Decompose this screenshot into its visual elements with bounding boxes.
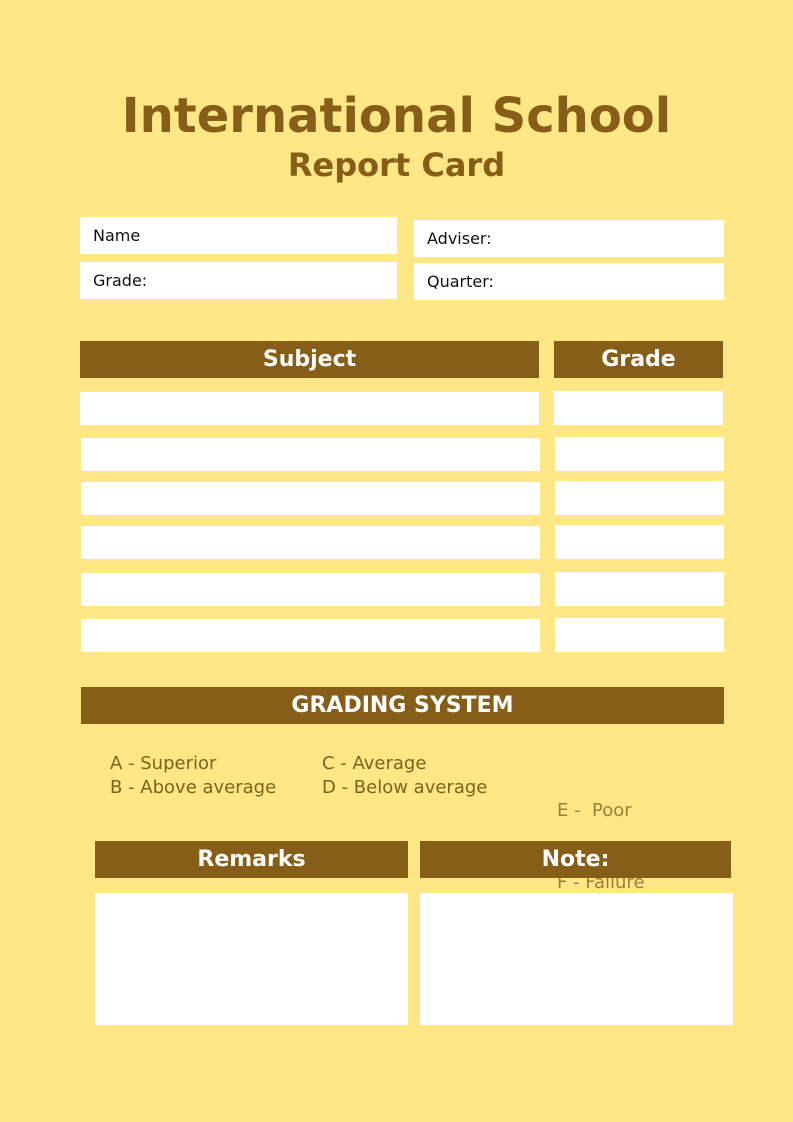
subject-cell[interactable] <box>81 526 540 559</box>
name-field[interactable]: Name <box>80 217 397 254</box>
grade-cell[interactable] <box>555 481 724 515</box>
report-card-subtitle: Report Card <box>287 146 506 184</box>
quarter-field[interactable]: Quarter: <box>414 263 724 300</box>
grading-system-header: GRADING SYSTEM <box>81 687 724 724</box>
grading-item: C - Average <box>322 753 427 774</box>
grading-column: A - Superior B - Above average <box>110 752 276 800</box>
subject-cell[interactable] <box>81 482 540 515</box>
grading-column: C - Average D - Below average <box>322 752 487 800</box>
subject-header: Subject <box>80 341 539 378</box>
subject-cell[interactable] <box>81 573 540 606</box>
remarks-header: Remarks <box>95 841 408 878</box>
grading-item: B - Above average <box>110 777 277 798</box>
subject-cell[interactable] <box>81 619 540 652</box>
grading-item: E - Poor <box>557 800 632 821</box>
grade-level-field[interactable]: Grade: <box>80 262 397 299</box>
grade-cell[interactable] <box>555 572 724 606</box>
note-box[interactable] <box>420 893 733 1025</box>
note-header: Note: <box>420 841 731 878</box>
grade-header: Grade <box>554 341 723 378</box>
school-title: International School <box>121 88 672 144</box>
grade-cell[interactable] <box>555 618 724 652</box>
adviser-field[interactable]: Adviser: <box>414 220 724 257</box>
subject-cell[interactable] <box>81 438 540 471</box>
grade-cell[interactable] <box>555 525 724 559</box>
subject-cell[interactable] <box>80 392 539 425</box>
grade-cell[interactable] <box>555 437 724 471</box>
grading-item: D - Below average <box>322 777 488 798</box>
grade-cell[interactable] <box>554 391 723 425</box>
remarks-box[interactable] <box>95 893 408 1025</box>
grading-item: A - Superior <box>110 753 217 774</box>
